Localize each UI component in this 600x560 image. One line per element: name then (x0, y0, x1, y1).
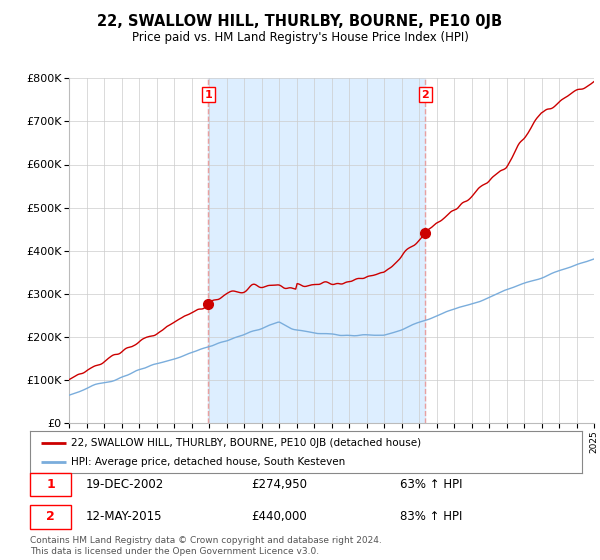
Text: 2: 2 (421, 90, 429, 100)
Text: Price paid vs. HM Land Registry's House Price Index (HPI): Price paid vs. HM Land Registry's House … (131, 31, 469, 44)
Text: £274,950: £274,950 (251, 478, 307, 491)
Text: 19-DEC-2002: 19-DEC-2002 (85, 478, 163, 491)
Text: 12-MAY-2015: 12-MAY-2015 (85, 510, 162, 524)
Text: 83% ↑ HPI: 83% ↑ HPI (400, 510, 462, 524)
Text: 63% ↑ HPI: 63% ↑ HPI (400, 478, 463, 491)
Bar (208, 78, 425, 423)
Text: Contains HM Land Registry data © Crown copyright and database right 2024.
This d: Contains HM Land Registry data © Crown c… (30, 536, 382, 556)
FancyBboxPatch shape (30, 505, 71, 529)
FancyBboxPatch shape (30, 473, 71, 496)
Text: 22, SWALLOW HILL, THURLBY, BOURNE, PE10 0JB (detached house): 22, SWALLOW HILL, THURLBY, BOURNE, PE10 … (71, 437, 422, 447)
Text: 2: 2 (46, 510, 55, 524)
Text: 1: 1 (205, 90, 212, 100)
Text: HPI: Average price, detached house, South Kesteven: HPI: Average price, detached house, Sout… (71, 457, 346, 467)
Text: 22, SWALLOW HILL, THURLBY, BOURNE, PE10 0JB: 22, SWALLOW HILL, THURLBY, BOURNE, PE10 … (97, 14, 503, 29)
Text: 1: 1 (46, 478, 55, 491)
Text: £440,000: £440,000 (251, 510, 307, 524)
